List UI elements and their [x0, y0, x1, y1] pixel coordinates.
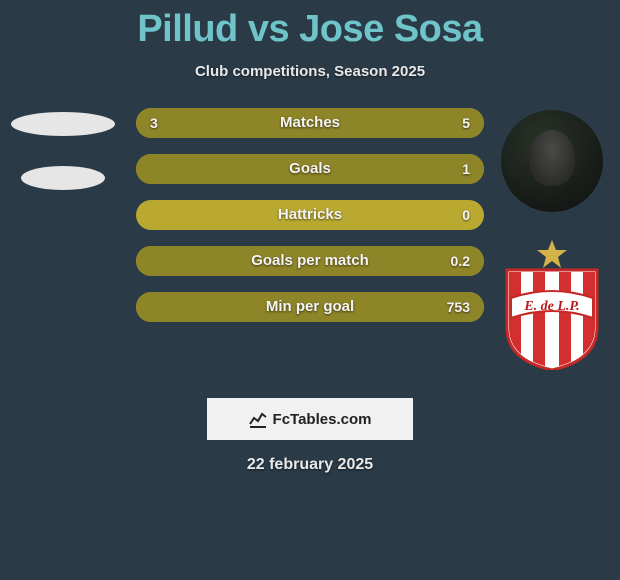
right-player-avatar	[501, 110, 603, 212]
left-player-column	[8, 108, 118, 190]
source-badge-text: FcTables.com	[273, 411, 372, 428]
right-player-column: E. de L.P.	[492, 108, 612, 370]
stats-bars: Matches3 5 Goals1 Hattricks0 Goals per match…	[136, 108, 484, 338]
stat-label: Matches	[136, 108, 484, 138]
stat-label: Min per goal	[136, 292, 484, 322]
stat-right-value: 0.2	[451, 246, 470, 276]
page-title: Pillud vs Jose Sosa	[0, 0, 620, 51]
stat-right-value: 0	[462, 200, 470, 230]
comparison-panel: E. de L.P. Matches3 5 Goals1 Hattricks0 Goal…	[0, 108, 620, 368]
stat-label: Goals per match	[136, 246, 484, 276]
source-badge: FcTables.com	[207, 398, 413, 440]
stat-right-value: 753	[447, 292, 470, 322]
stat-row: Goals per match0.2	[136, 246, 484, 276]
stat-label: Hattricks	[136, 200, 484, 230]
stat-row: Min per goal753	[136, 292, 484, 322]
stat-right-value: 1	[462, 154, 470, 184]
page-subtitle: Club competitions, Season 2025	[0, 63, 620, 80]
stat-right-value: 5	[462, 108, 470, 138]
footer-date: 22 february 2025	[0, 456, 620, 474]
club-badge-text: E. de L.P.	[523, 299, 579, 314]
right-club-badge: E. de L.P.	[501, 240, 603, 370]
stat-label: Goals	[136, 154, 484, 184]
left-club-badge-placeholder	[21, 166, 105, 190]
stat-row: Goals1	[136, 154, 484, 184]
stat-row: Hattricks0	[136, 200, 484, 230]
stat-row: Matches3 5	[136, 108, 484, 138]
fctables-logo-icon	[249, 410, 267, 428]
star-icon	[537, 240, 567, 268]
left-player-avatar-placeholder	[11, 112, 115, 136]
stat-left-value: 3	[150, 108, 158, 138]
